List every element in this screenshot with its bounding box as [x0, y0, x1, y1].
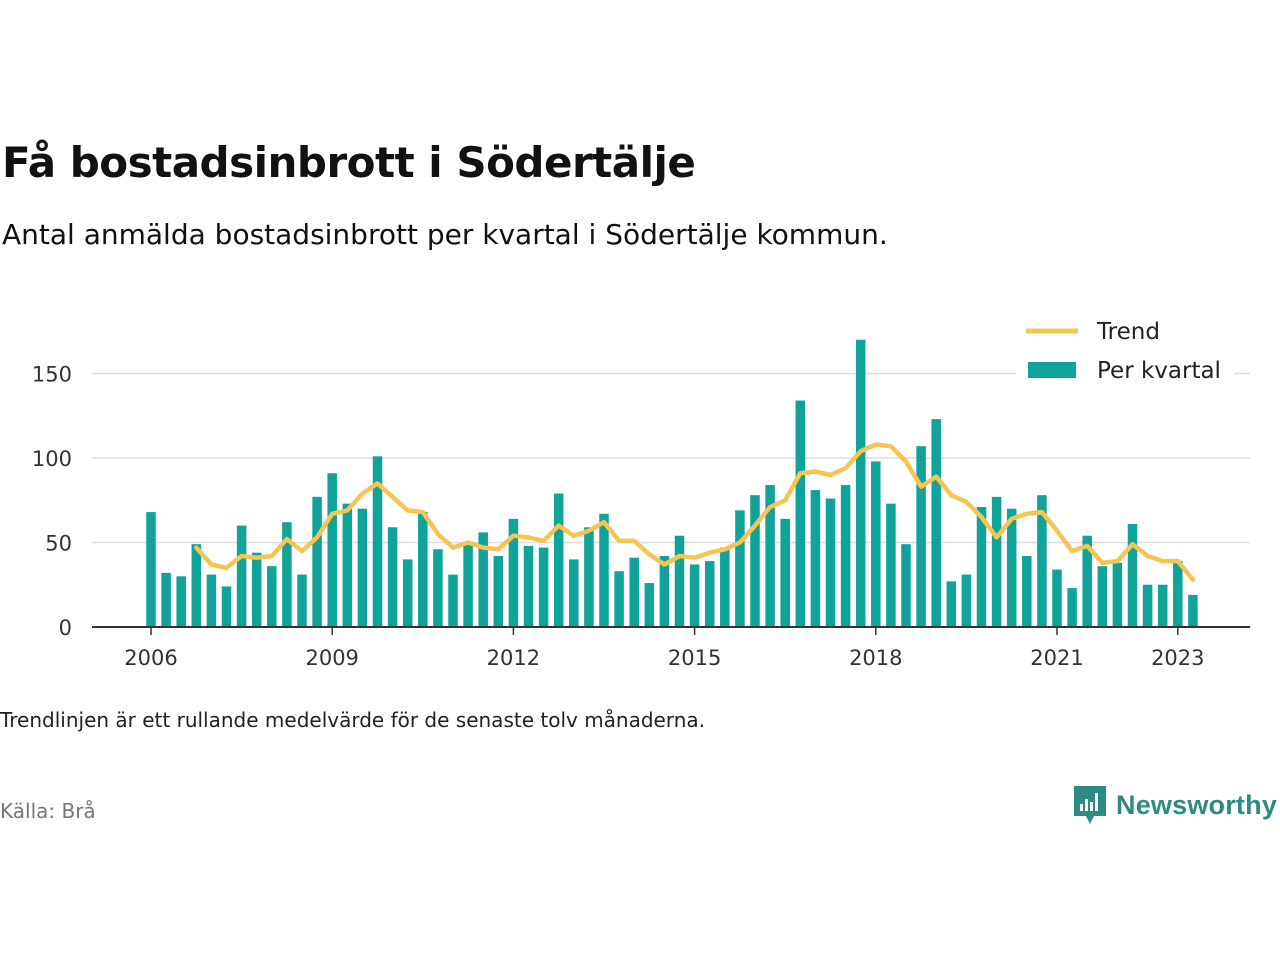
- bar: [206, 574, 217, 627]
- trend-line-group: [194, 442, 1196, 582]
- brand-name: Newsworthy: [1116, 789, 1278, 820]
- bar: [418, 512, 428, 627]
- bar: [251, 552, 262, 627]
- bar: [312, 496, 322, 627]
- bar: [901, 544, 911, 627]
- bar: [1173, 561, 1183, 627]
- bar: [433, 549, 443, 627]
- bar: [991, 496, 1002, 627]
- bar: [538, 547, 549, 627]
- newsworthy-logo-icon: [1074, 786, 1106, 824]
- bar: [463, 544, 473, 627]
- bar: [297, 574, 307, 627]
- bar: [931, 419, 941, 627]
- bar-line-chart: 0 50 100 150 2006 2009 2012 2015 2018 2021 2023 Tr…: [32, 314, 1250, 670]
- trend-line: [194, 442, 1196, 582]
- bar: [961, 574, 972, 627]
- legend-background: [1016, 314, 1234, 396]
- bar: [357, 508, 368, 627]
- bar: [387, 527, 398, 627]
- x-tick-label: 2006: [124, 646, 177, 670]
- bar: [569, 559, 579, 627]
- bar: [795, 400, 806, 627]
- bar: [1082, 535, 1092, 627]
- x-tick-label: 2023: [1151, 646, 1204, 670]
- bar: [674, 535, 685, 627]
- bar: [886, 503, 896, 627]
- bar: [584, 527, 594, 627]
- bar: [1127, 523, 1138, 627]
- bar: [267, 566, 277, 627]
- bar: [1052, 569, 1062, 627]
- bar: [146, 512, 156, 627]
- x-tick-label: 2012: [487, 646, 540, 670]
- grid-lines: [92, 372, 1250, 544]
- bar: [1097, 566, 1108, 627]
- brand-logo: Newsworthy: [1072, 784, 1277, 826]
- x-tick-label: 2021: [1030, 646, 1083, 670]
- bar: [372, 456, 383, 627]
- bar: [191, 544, 202, 627]
- bar: [523, 545, 534, 627]
- bar: [825, 498, 836, 627]
- footnote: Trendlinjen är ett rullande medelvärde f…: [0, 708, 706, 732]
- bar: [855, 339, 866, 627]
- bar: [976, 507, 987, 627]
- bar: [871, 461, 881, 627]
- chart-title: Få bostadsinbrott i Södertälje: [2, 138, 696, 187]
- x-tick-label: 2015: [668, 646, 721, 670]
- bar: [448, 574, 458, 627]
- bar: [553, 493, 564, 627]
- bar: [1067, 588, 1077, 627]
- bar: [704, 561, 715, 627]
- bar: [750, 495, 760, 627]
- chart-subtitle: Antal anmälda bostadsinbrott per kvartal…: [2, 218, 888, 251]
- bar: [508, 518, 519, 627]
- y-tick-label: 50: [45, 532, 72, 556]
- bar: [946, 581, 957, 627]
- bar: [735, 510, 745, 627]
- legend-bar-swatch: [1028, 362, 1076, 378]
- bar: [916, 446, 926, 627]
- y-tick-label: 150: [32, 363, 72, 387]
- legend-bar-label: Per kvartal: [1097, 358, 1221, 384]
- bar: [720, 547, 730, 627]
- bar: [282, 522, 292, 627]
- bar: [478, 532, 488, 627]
- bar: [493, 556, 504, 627]
- bar: [629, 557, 639, 627]
- bar: [236, 525, 247, 627]
- bar: [342, 503, 353, 627]
- bar: [327, 473, 337, 627]
- y-tick-label: 0: [59, 616, 72, 640]
- bar: [1006, 508, 1017, 627]
- bar: [1037, 495, 1047, 627]
- x-tick-label: 2018: [849, 646, 902, 670]
- bar: [161, 572, 171, 627]
- bar: [780, 518, 790, 627]
- bar: [1188, 594, 1198, 627]
- bar: [644, 583, 655, 627]
- bar: [765, 485, 775, 627]
- bar: [810, 490, 821, 627]
- bar: [689, 564, 700, 627]
- legend-trend-label: Trend: [1096, 319, 1160, 345]
- bar: [221, 586, 232, 627]
- bar: [1157, 584, 1168, 627]
- bars: [146, 339, 1198, 627]
- bar: [176, 576, 186, 627]
- axes: 0 50 100 150 2006 2009 2012 2015 2018 2021 2023: [32, 363, 1250, 670]
- legend: Trend Per kvartal: [1016, 314, 1234, 396]
- bar: [1022, 556, 1032, 627]
- y-tick-label: 100: [32, 447, 72, 471]
- bar: [402, 559, 413, 627]
- bar: [1142, 584, 1153, 627]
- bar: [614, 571, 624, 627]
- x-tick-label: 2009: [305, 646, 358, 670]
- bar: [840, 485, 851, 627]
- bar: [659, 556, 670, 627]
- bar: [1112, 562, 1123, 627]
- source-label: Källa: Brå: [0, 799, 96, 823]
- bar: [599, 513, 609, 627]
